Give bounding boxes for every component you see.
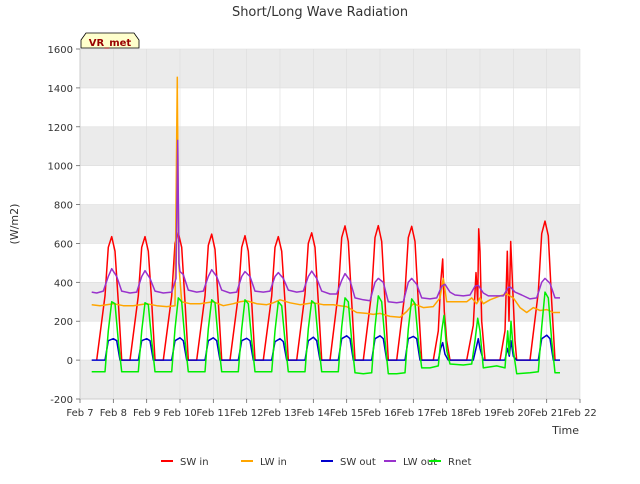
x-tick-label: Feb 15 — [330, 408, 364, 419]
legend-item-sw-out: SW out — [321, 457, 376, 468]
background-bands — [80, 49, 580, 399]
legend: SW in LW in SW out LW out Rnet — [161, 457, 471, 468]
x-tick-label: Feb 17 — [397, 408, 431, 419]
x-axis-label: Time — [551, 424, 579, 437]
y-tick-label: -200 — [50, 395, 73, 406]
x-tick-label: Feb 14 — [297, 408, 331, 419]
x-tick-label: Feb 20 — [497, 408, 531, 419]
y-tick-label: 1200 — [48, 123, 73, 134]
x-tick-label: Feb 22 — [563, 408, 597, 419]
y-tick-label: 1400 — [48, 84, 73, 95]
legend-item-lw-out: LW out — [384, 457, 437, 468]
x-tick-label: Feb 11 — [197, 408, 231, 419]
y-tick-label: 0 — [67, 356, 73, 367]
x-tick-label: Feb 16 — [363, 408, 397, 419]
y-tick-label: 600 — [54, 239, 73, 250]
x-tick-label: Feb 19 — [463, 408, 497, 419]
data-series — [91, 76, 560, 375]
legend-label: LW out — [403, 457, 437, 468]
background-band — [80, 204, 580, 244]
legend-label: LW in — [260, 457, 287, 468]
x-tick-label: Feb 13 — [263, 408, 297, 419]
y-tick-label: 400 — [54, 278, 73, 289]
legend-label: Rnet — [448, 457, 471, 468]
series-lw-in-line — [91, 76, 560, 319]
legend-label: SW out — [340, 457, 376, 468]
background-band — [80, 126, 580, 166]
x-tick-label: Feb 18 — [430, 408, 464, 419]
legend-label: SW in — [180, 457, 209, 468]
legend-item-rnet: Rnet — [429, 457, 471, 468]
background-band — [80, 282, 580, 322]
y-axis-label: (W/m2) — [8, 204, 21, 245]
background-band — [80, 49, 580, 88]
x-tick-label: Feb 10 — [163, 408, 197, 419]
y-tick-label: 200 — [54, 317, 73, 328]
x-tick-label: Feb 12 — [230, 408, 264, 419]
chart-title: Short/Long Wave Radiation — [232, 5, 408, 20]
series-rnet-line — [91, 291, 560, 375]
legend-item-lw-in: LW in — [241, 457, 287, 468]
x-tick-label: Feb 8 — [100, 408, 127, 419]
y-tick-label: 1600 — [48, 45, 73, 56]
x-tick-label: Feb 9 — [133, 408, 160, 419]
series-lw-out-line — [91, 139, 560, 304]
axes: -200 0 200 400 600 800 1000 1200 1400 1600 Feb 7 Fe… — [48, 45, 597, 419]
site-badge-box — [80, 32, 140, 49]
y-tick-label: 800 — [54, 201, 73, 212]
legend-item-sw-in: SW in — [161, 457, 209, 468]
site-badge-label: VR_met — [89, 38, 132, 49]
x-tick-label: Feb 21 — [530, 408, 564, 419]
x-tick-label: Feb 7 — [66, 408, 93, 419]
y-tick-label: 1000 — [48, 162, 73, 173]
site-badge: VR_met — [80, 32, 140, 49]
